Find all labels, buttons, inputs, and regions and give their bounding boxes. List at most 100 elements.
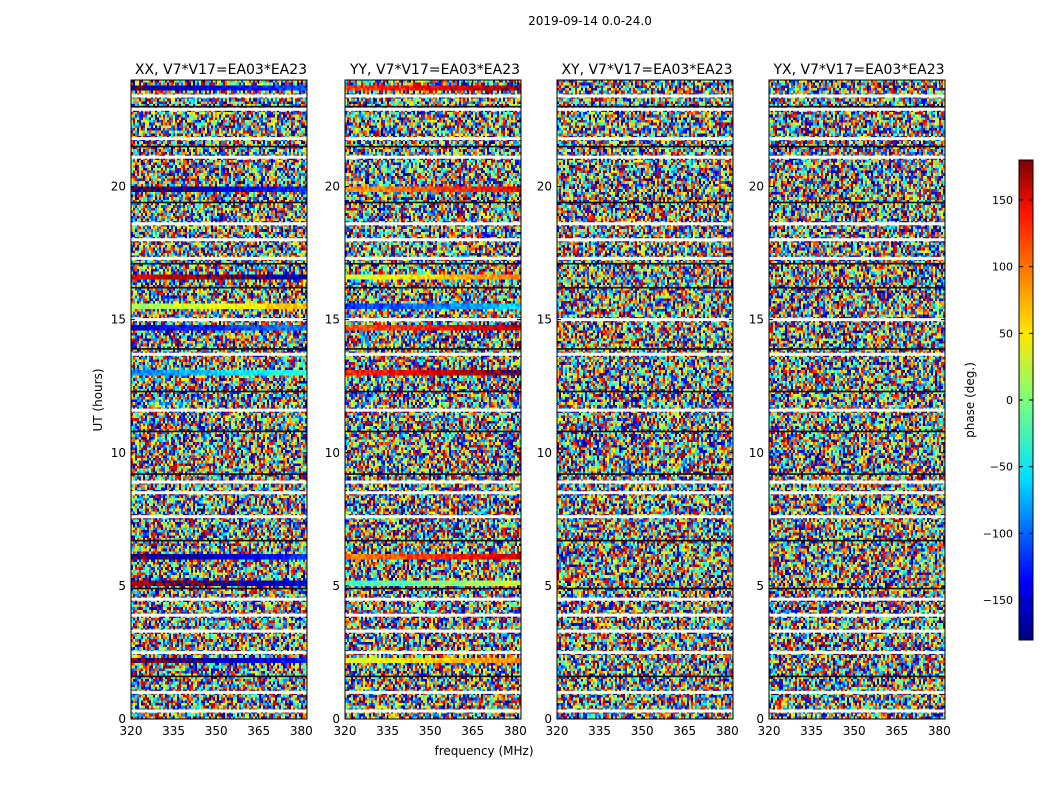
colorbar-label: phase (deg.) — [963, 362, 977, 438]
flagged-row — [769, 107, 945, 111]
scan-boundary — [345, 390, 521, 393]
scan-boundary — [557, 286, 733, 289]
flagged-row — [557, 238, 733, 242]
y-tick-label: 20 — [537, 180, 552, 194]
flagged-row — [557, 408, 733, 412]
flagged-row — [345, 709, 521, 713]
scan-boundary — [769, 286, 945, 289]
scan-boundary — [131, 201, 307, 204]
scan-boundary — [345, 587, 521, 590]
scan-boundary — [557, 473, 733, 475]
flagged-row — [345, 318, 521, 322]
flagged-row — [345, 613, 521, 617]
flagged-row — [345, 137, 521, 141]
scan-boundary — [557, 201, 733, 204]
scan-boundary — [769, 105, 945, 108]
flagged-row — [557, 94, 733, 98]
scan-boundary — [131, 587, 307, 590]
y-tick-label: 5 — [756, 579, 764, 593]
flagged-row — [345, 480, 521, 484]
panel-title: XY, V7*V17=EA03*EA23 — [561, 62, 732, 78]
flagged-row — [769, 597, 945, 601]
x-tick-label: 335 — [376, 724, 399, 738]
flagged-row — [557, 222, 733, 226]
scan-boundary — [769, 675, 945, 678]
scan-boundary — [557, 430, 733, 433]
flagged-row — [345, 352, 521, 356]
y-tick-label: 5 — [544, 579, 552, 593]
flagged-row — [769, 238, 945, 242]
scan-boundary — [769, 473, 945, 475]
scan-boundary — [345, 430, 521, 433]
panel-yy: YY, V7*V17=EA03*EA23 320 335 350 365 380 0 5 10 1… — [325, 62, 527, 738]
flagged-row — [345, 597, 521, 601]
x-tick-label: 350 — [843, 724, 866, 738]
flagged-row — [557, 709, 733, 713]
y-tick-label: 10 — [325, 446, 340, 460]
flagged-row — [131, 94, 307, 98]
flagged-row — [557, 629, 733, 633]
flagged-row — [131, 613, 307, 617]
y-tick-label: 15 — [537, 313, 552, 327]
axes-frame — [344, 79, 522, 720]
flagged-row — [557, 480, 733, 484]
flagged-row — [131, 256, 307, 260]
scan-boundary — [345, 105, 521, 108]
flagged-row — [769, 137, 945, 141]
flagged-row — [769, 256, 945, 260]
scan-boundary — [131, 262, 307, 265]
flagged-row — [345, 690, 521, 694]
y-tick-label: 20 — [111, 180, 126, 194]
flagged-row — [345, 256, 521, 260]
x-tick-label: 365 — [673, 724, 696, 738]
scan-boundary — [345, 348, 521, 350]
x-tick-label: 365 — [885, 724, 908, 738]
flagged-row — [769, 515, 945, 519]
x-tick-label: 365 — [247, 724, 270, 738]
flagged-row — [769, 155, 945, 159]
flagged-row — [345, 629, 521, 633]
scan-boundary — [131, 105, 307, 108]
x-tick-label: 365 — [461, 724, 484, 738]
x-tick-label: 320 — [546, 724, 569, 738]
flagged-row — [769, 318, 945, 322]
flagged-row — [131, 597, 307, 601]
colorbar-tick-label: −100 — [983, 527, 1013, 540]
scan-boundary — [345, 675, 521, 678]
flagged-row — [557, 155, 733, 159]
x-tick-label: 320 — [120, 724, 143, 738]
scan-boundary — [131, 430, 307, 433]
y-tick-label: 5 — [118, 579, 126, 593]
scan-boundary — [557, 262, 733, 265]
scan-boundary — [557, 587, 733, 590]
flagged-row — [131, 709, 307, 713]
axes-frame — [130, 79, 308, 720]
y-tick-label: 15 — [325, 313, 340, 327]
flagged-row — [131, 107, 307, 111]
heatmap-image-yx — [769, 80, 945, 719]
panel-title: XX, V7*V17=EA03*EA23 — [135, 62, 307, 78]
flagged-row — [345, 408, 521, 412]
scan-boundary — [131, 145, 307, 148]
scan-boundary — [131, 675, 307, 678]
x-tick-label: 350 — [205, 724, 228, 738]
scan-boundary — [131, 539, 307, 542]
flagged-row — [131, 480, 307, 484]
flagged-row — [131, 408, 307, 412]
flagged-row — [557, 613, 733, 617]
y-tick-label: 20 — [325, 180, 340, 194]
flagged-row — [345, 515, 521, 519]
scan-boundary — [557, 675, 733, 678]
flagged-row — [769, 650, 945, 654]
flagged-row — [345, 650, 521, 654]
flagged-row — [131, 515, 307, 519]
scan-boundary — [131, 473, 307, 475]
scan-boundary — [345, 262, 521, 265]
panel-title: YX, V7*V17=EA03*EA23 — [772, 62, 944, 78]
x-tick-label: 320 — [334, 724, 357, 738]
scan-boundary — [557, 105, 733, 108]
x-tick-label: 380 — [928, 724, 951, 738]
x-tick-label: 380 — [504, 724, 527, 738]
flagged-row — [557, 597, 733, 601]
scan-boundary — [131, 390, 307, 393]
